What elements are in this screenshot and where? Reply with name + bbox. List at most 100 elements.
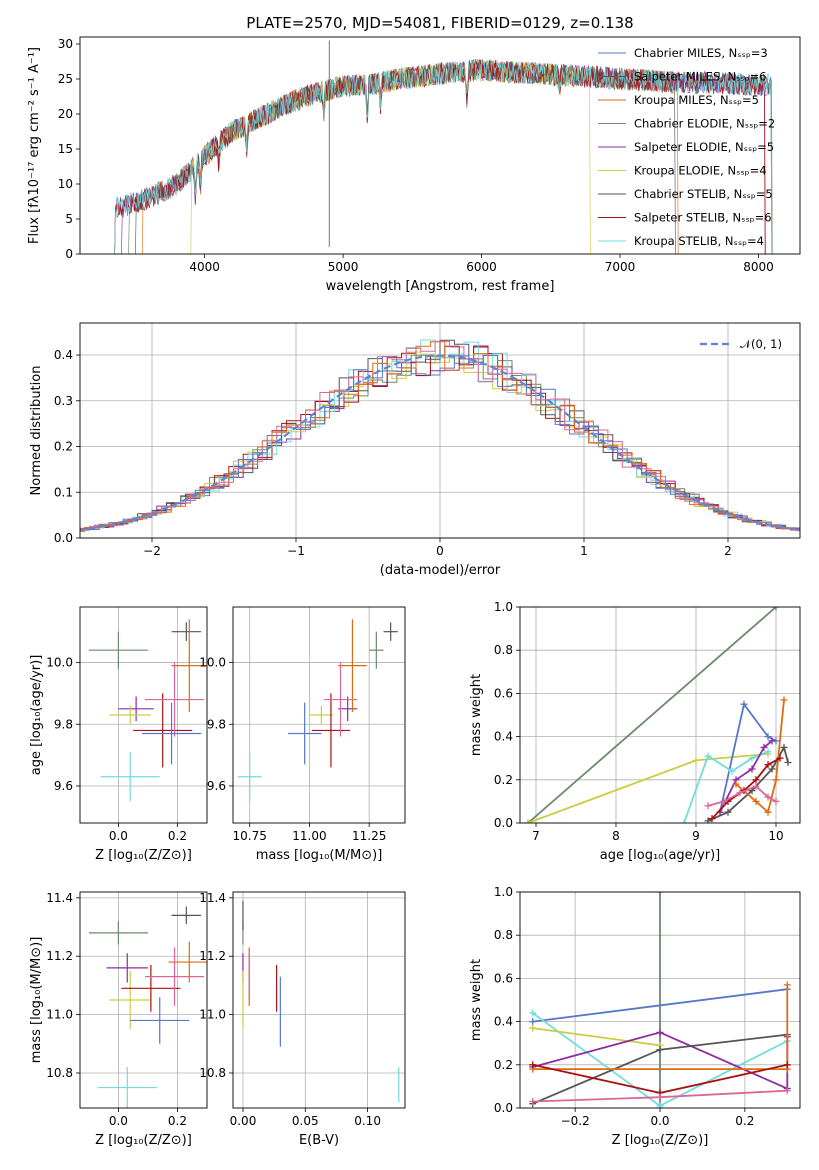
age-vs-Z-frame <box>79 606 208 824</box>
figure-title: PLATE=2570, MJD=54081, FIBERID=0129, z=0… <box>246 14 633 32</box>
weight-vs-age-line-0 <box>527 607 777 823</box>
weight-vs-age-marker-5-0 <box>704 817 712 823</box>
weight-vs-age-marker-7-3 <box>752 776 760 784</box>
weight-vs-Z-tick-label-y: 0.2 <box>494 1058 513 1072</box>
weight-vs-age-marker-6-1 <box>752 797 760 805</box>
weight-vs-age-marker-8-2 <box>736 789 744 797</box>
weight-vs-age-x-axis-label: age [log₁₀(age/yr)] <box>600 848 721 863</box>
weight-vs-age-marker-5-3 <box>768 765 776 773</box>
weight-vs-age-marker-4-2 <box>748 765 756 773</box>
age-vs-mass-tick-label-y: 9.8 <box>207 717 226 731</box>
weight-vs-Z-y-axis-label: mass weight <box>469 959 484 1041</box>
spectrum-tick-label-x: 4000 <box>189 260 220 274</box>
weight-vs-Z-marker-0-1 <box>656 892 664 896</box>
weight-vs-Z-tick-label-y: 1.0 <box>494 885 513 899</box>
weight-vs-age-marker-7-0 <box>708 815 716 823</box>
weight-vs-Z-tick-label-x: 0.0 <box>650 1114 669 1128</box>
weight-vs-age-marker-4-3 <box>760 743 768 751</box>
weight-vs-age-tick-label-y: 0.0 <box>494 816 513 830</box>
weight-vs-age-tick-label-x: 10 <box>768 829 783 843</box>
weight-vs-Z-marker-1-0 <box>529 1018 537 1026</box>
weight-vs-Z-tick-label-x: 0.2 <box>735 1114 754 1128</box>
spectrum-legend-label-7: Salpeter STELIB, Nₛₛₚ=6 <box>634 211 772 225</box>
weight-vs-age-marker-1-1 <box>692 756 700 764</box>
mass-vs-ebv-tick-label-x: 0.10 <box>354 1114 381 1128</box>
weight-vs-Z-marker-6-2 <box>783 981 791 989</box>
weight-vs-Z-tick-label-y: 0.8 <box>494 928 513 942</box>
weight-vs-age-marker-5-1 <box>724 808 732 816</box>
spectrum-legend-label-2: Kroupa MILES, Nₛₛₚ=5 <box>634 93 759 107</box>
mass-vs-Z-tick-label-y: 10.8 <box>46 1066 73 1080</box>
weight-vs-age-marker-7-5 <box>776 754 784 762</box>
weight-vs-Z-marker-8-2 <box>783 1087 791 1095</box>
mass-vs-ebv-tick-label-y: 10.8 <box>199 1066 226 1080</box>
weight-vs-Z-line-1 <box>532 988 788 1023</box>
age-vs-mass-frame <box>232 606 406 824</box>
weight-vs-Z-marker-2-0 <box>529 1009 537 1017</box>
residuals-tick-label-y: 0.1 <box>54 485 73 499</box>
mass-vs-Z-tick-label-x: 0.0 <box>109 1114 128 1128</box>
weight-vs-age-tick-label-y: 0.6 <box>494 686 513 700</box>
age-vs-mass-tick-label-x: 10.75 <box>233 829 267 843</box>
residuals-tick-label-y: 0.3 <box>54 394 73 408</box>
spectrum-tick-label-y: 15 <box>58 142 73 156</box>
weight-vs-age-marker-2-2 <box>764 733 772 741</box>
spectrum-line-2 <box>141 60 679 254</box>
residuals-y-axis-label: Normed distribution <box>29 366 44 496</box>
weight-vs-Z-tick-label-y: 0.6 <box>494 971 513 985</box>
weight-vs-age-marker-3-0 <box>680 819 688 823</box>
residuals-tick-label-x: −1 <box>287 544 305 558</box>
weight-vs-age-tick-label-y: 0.2 <box>494 773 513 787</box>
weight-vs-age-marker-8-0 <box>704 802 712 810</box>
residuals-tick-label-y: 0.2 <box>54 440 73 454</box>
weight-vs-age-marker-6-2 <box>764 808 772 816</box>
age-vs-mass-tick-label-y: 10.0 <box>199 656 226 670</box>
weight-vs-Z-tick-label-x: −0.2 <box>561 1114 590 1128</box>
age-vs-mass-x-axis-label: mass [log₁₀(M/M⊙)] <box>256 848 383 863</box>
spectrum-x-axis-label: wavelength [Angstrom, rest frame] <box>326 279 555 294</box>
weight-vs-Z-x-axis-label: Z [log₁₀(Z/Z⊙)] <box>612 1133 709 1148</box>
spectrum-tick-label-x: 5000 <box>328 260 359 274</box>
weight-vs-age-marker-0-1 <box>772 607 780 611</box>
spectrum-legend-label-1: Salpeter MILES, Nₛₛₚ=6 <box>634 70 767 84</box>
age-vs-Z-tick-label-y: 9.8 <box>54 717 73 731</box>
weight-vs-age-marker-8-1 <box>720 797 728 805</box>
weight-vs-age-marker-3-4 <box>764 748 772 756</box>
residuals-frame <box>79 322 801 539</box>
weight-vs-age-marker-5-5 <box>784 759 792 767</box>
spectrum-tick-label-y: 20 <box>58 107 73 121</box>
mass-vs-ebv-tick-label-x: 0.05 <box>292 1114 319 1128</box>
weight-vs-age-marker-6-4 <box>780 696 788 704</box>
weight-vs-Z-marker-7-2 <box>783 1061 791 1069</box>
mass-vs-Z-tick-label-y: 11.0 <box>46 1008 73 1022</box>
residuals-legend-label: 𝒩(0, 1) <box>740 337 782 351</box>
residuals-histogram-7 <box>80 341 800 531</box>
residuals-hist-group <box>80 339 800 532</box>
mass-vs-ebv-points-group <box>242 900 400 1103</box>
spectrum-frame <box>79 36 801 255</box>
weight-vs-age-tick-label-y: 1.0 <box>494 600 513 614</box>
weight-vs-age-tick-label-x: 7 <box>532 829 540 843</box>
weight-vs-age-line-5 <box>707 745 789 822</box>
spectrum-legend-label-8: Kroupa STELIB, Nₛₛₚ=4 <box>634 234 764 248</box>
spectrum-tick-label-x: 8000 <box>743 260 774 274</box>
residuals-tick-label-x: 1 <box>580 544 588 558</box>
weight-vs-Z-marker-8-0 <box>529 1098 537 1106</box>
residuals-tick-label-x: 2 <box>724 544 732 558</box>
age-vs-Z-x-axis-label: Z [log₁₀(Z/Z⊙)] <box>95 848 192 863</box>
weight-vs-age-marker-3-2 <box>728 767 736 775</box>
spectrum-tick-label-y: 0 <box>65 247 73 261</box>
weight-vs-Z-line-3 <box>532 1027 661 1047</box>
residuals-gaussian-curve <box>80 354 800 532</box>
age-vs-Z-tick-label-y: 9.6 <box>54 779 73 793</box>
mass-vs-ebv-tick-label-y: 11.0 <box>199 1008 226 1022</box>
spectrum-legend-label-4: Salpeter ELODIE, Nₛₛₚ=5 <box>634 140 774 154</box>
age-vs-mass-tick-label-x: 11.00 <box>292 829 326 843</box>
spectrum-tick-label-y: 30 <box>58 37 73 51</box>
spectrum-legend-label-6: Chabrier STELIB, Nₛₛₚ=5 <box>634 187 773 201</box>
spectrum-line-1 <box>135 59 676 254</box>
residuals-x-axis-label: (data-model)/error <box>380 563 501 578</box>
weight-vs-age-y-axis-label: mass weight <box>469 674 484 756</box>
weight-vs-Z-frame <box>519 891 801 1109</box>
